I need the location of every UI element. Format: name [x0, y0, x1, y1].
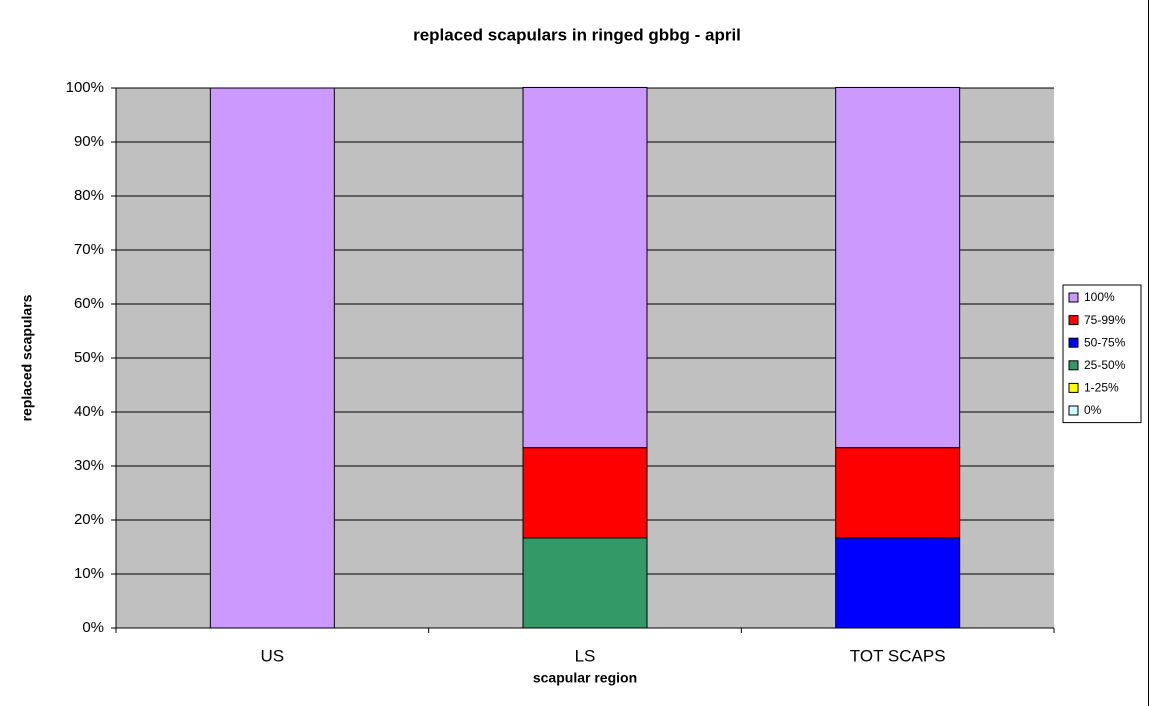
bar-segment [835, 537, 961, 629]
legend-label: 50-75% [1084, 335, 1126, 349]
legend-swatch [1068, 337, 1079, 348]
bar-segment [209, 87, 335, 629]
y-tick-label: 100% [66, 79, 104, 96]
y-tick-label: 60% [74, 295, 104, 312]
y-axis-title: replaced scapulars [19, 294, 35, 421]
x-axis-title: scapular region [533, 670, 637, 686]
y-tick-label: 0% [82, 619, 104, 636]
bar-segment [522, 86, 648, 449]
legend-label: 75-99% [1084, 313, 1126, 327]
y-tick-label: 30% [74, 457, 104, 474]
legend-swatch [1068, 382, 1079, 393]
bar-segment [522, 537, 648, 629]
legend-swatch [1068, 405, 1079, 416]
y-tick-label: 10% [74, 565, 104, 582]
x-tick-label: US [261, 646, 285, 665]
legend-label: 25-50% [1084, 358, 1126, 372]
bar-segment [835, 86, 961, 449]
y-tick-label: 80% [74, 187, 104, 204]
y-tick-label: 20% [74, 511, 104, 528]
y-tick-label: 40% [74, 403, 104, 420]
legend-swatch [1068, 315, 1079, 326]
bar-segment [522, 447, 648, 539]
legend-label: 1-25% [1084, 381, 1119, 395]
legend-label: 100% [1084, 290, 1115, 304]
legend-swatch [1068, 292, 1079, 303]
bar-segment [835, 447, 961, 539]
legend-swatch [1068, 360, 1079, 371]
y-tick-label: 70% [74, 241, 104, 258]
chart-title: replaced scapulars in ringed gbbg - apri… [413, 25, 741, 44]
x-tick-label: LS [575, 646, 596, 665]
x-tick-label: TOT SCAPS [850, 646, 946, 665]
y-tick-label: 50% [74, 349, 104, 366]
legend-label: 0% [1084, 403, 1102, 417]
y-tick-label: 90% [74, 133, 104, 150]
legend-box [1062, 284, 1142, 424]
